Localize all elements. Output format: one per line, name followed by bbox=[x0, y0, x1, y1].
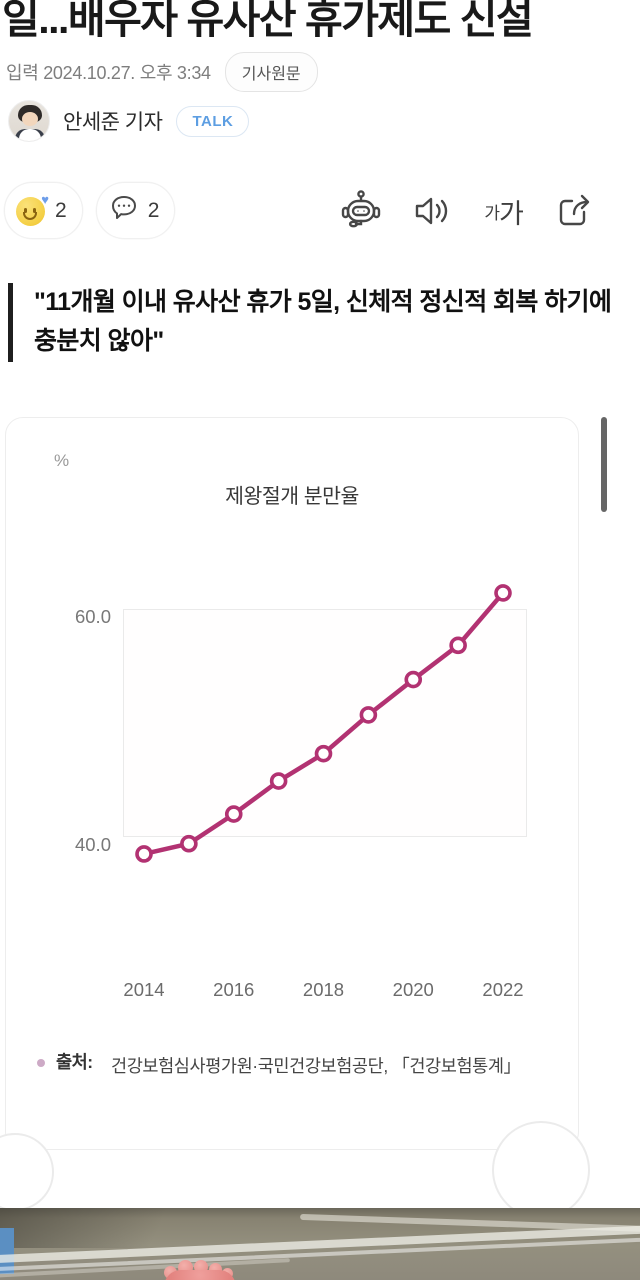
data-point-2022 bbox=[494, 584, 512, 602]
reporter-avatar[interactable] bbox=[8, 100, 50, 142]
date-row: 입력 2024.10.27. 오후 3:34 기사원문 bbox=[6, 52, 318, 92]
original-article-button[interactable]: 기사원문 bbox=[224, 52, 318, 92]
reaction-count: 2 bbox=[55, 198, 67, 222]
data-point-2014 bbox=[135, 845, 153, 863]
reporter-name[interactable]: 안세준 기자 bbox=[63, 111, 163, 134]
headline-clip: 일...배우자 유사산 휴가제도 신설 bbox=[0, 0, 640, 37]
chart-unit-label: % bbox=[54, 451, 70, 470]
source-label: 출처: bbox=[56, 1052, 93, 1072]
pull-quote: "11개월 이내 유사산 휴가 5일, 신체적 정신적 회복 하기에 충분치 않… bbox=[8, 283, 626, 362]
line-chart bbox=[135, 584, 512, 863]
cropped-circle-button-right[interactable] bbox=[492, 1121, 590, 1219]
x-axis-tick-2020: 2020 bbox=[392, 979, 434, 1000]
article-headline: 일...배우자 유사산 휴가제도 신설 bbox=[2, 0, 534, 37]
data-point-2019 bbox=[359, 706, 378, 724]
data-point-2018 bbox=[314, 744, 333, 763]
source-bullet-icon bbox=[37, 1059, 45, 1067]
chart-title: 제왕절개 분만율 bbox=[225, 485, 359, 508]
comment-count: 2 bbox=[147, 198, 160, 222]
data-point-2017 bbox=[269, 772, 288, 790]
published-datetime: 입력 2024.10.27. 오후 3:34 bbox=[6, 63, 211, 83]
bassinet-rim-highlight bbox=[300, 1213, 640, 1233]
ai-summary-button[interactable] bbox=[338, 188, 384, 234]
source-text: 건강보험심사평가원·국민건강보험공단, 「건강보험통계」 bbox=[111, 1056, 521, 1076]
x-axis-tick-2014: 2014 bbox=[123, 979, 165, 1000]
x-axis-tick-2022: 2022 bbox=[482, 979, 524, 1000]
avatar-face bbox=[22, 112, 38, 126]
scrollbar-thumb[interactable] bbox=[601, 417, 607, 512]
data-point-2021 bbox=[449, 636, 467, 655]
reaction-row: ♥ 2 2 bbox=[4, 182, 176, 239]
reporter-talk-button[interactable]: TALK bbox=[176, 105, 250, 137]
y-axis-tick-60: 60.0 bbox=[74, 606, 111, 627]
avatar-body bbox=[15, 129, 45, 141]
reporter-row: 안세준 기자 TALK bbox=[8, 100, 250, 142]
chart-card: % 제왕절개 분만율 60.0 40.0 2014 2016 2018 2020 202… bbox=[5, 417, 579, 1150]
smiley-heart-emoji-icon: ♥ bbox=[16, 193, 49, 226]
article-photo-newborn bbox=[0, 1208, 640, 1280]
share-button[interactable] bbox=[552, 188, 598, 234]
data-point-2015 bbox=[180, 834, 198, 853]
comment-bubble-icon bbox=[108, 192, 140, 229]
photo-shadow bbox=[0, 1208, 240, 1248]
y-axis-tick-40: 40.0 bbox=[74, 834, 111, 855]
font-size-large-glyph: 가 bbox=[499, 198, 524, 229]
x-axis-tick-2018: 2018 bbox=[302, 979, 345, 1000]
emotion-reaction-button[interactable]: ♥ 2 bbox=[4, 182, 83, 239]
text-to-speech-button[interactable] bbox=[409, 188, 455, 234]
baby-foot bbox=[162, 1260, 238, 1280]
comments-button[interactable]: 2 bbox=[95, 182, 176, 239]
font-size-small-glyph: 가 bbox=[484, 203, 500, 223]
data-point-2016 bbox=[224, 805, 243, 823]
x-axis-tick-2016: 2016 bbox=[213, 979, 255, 1000]
data-point-2020 bbox=[404, 670, 423, 689]
